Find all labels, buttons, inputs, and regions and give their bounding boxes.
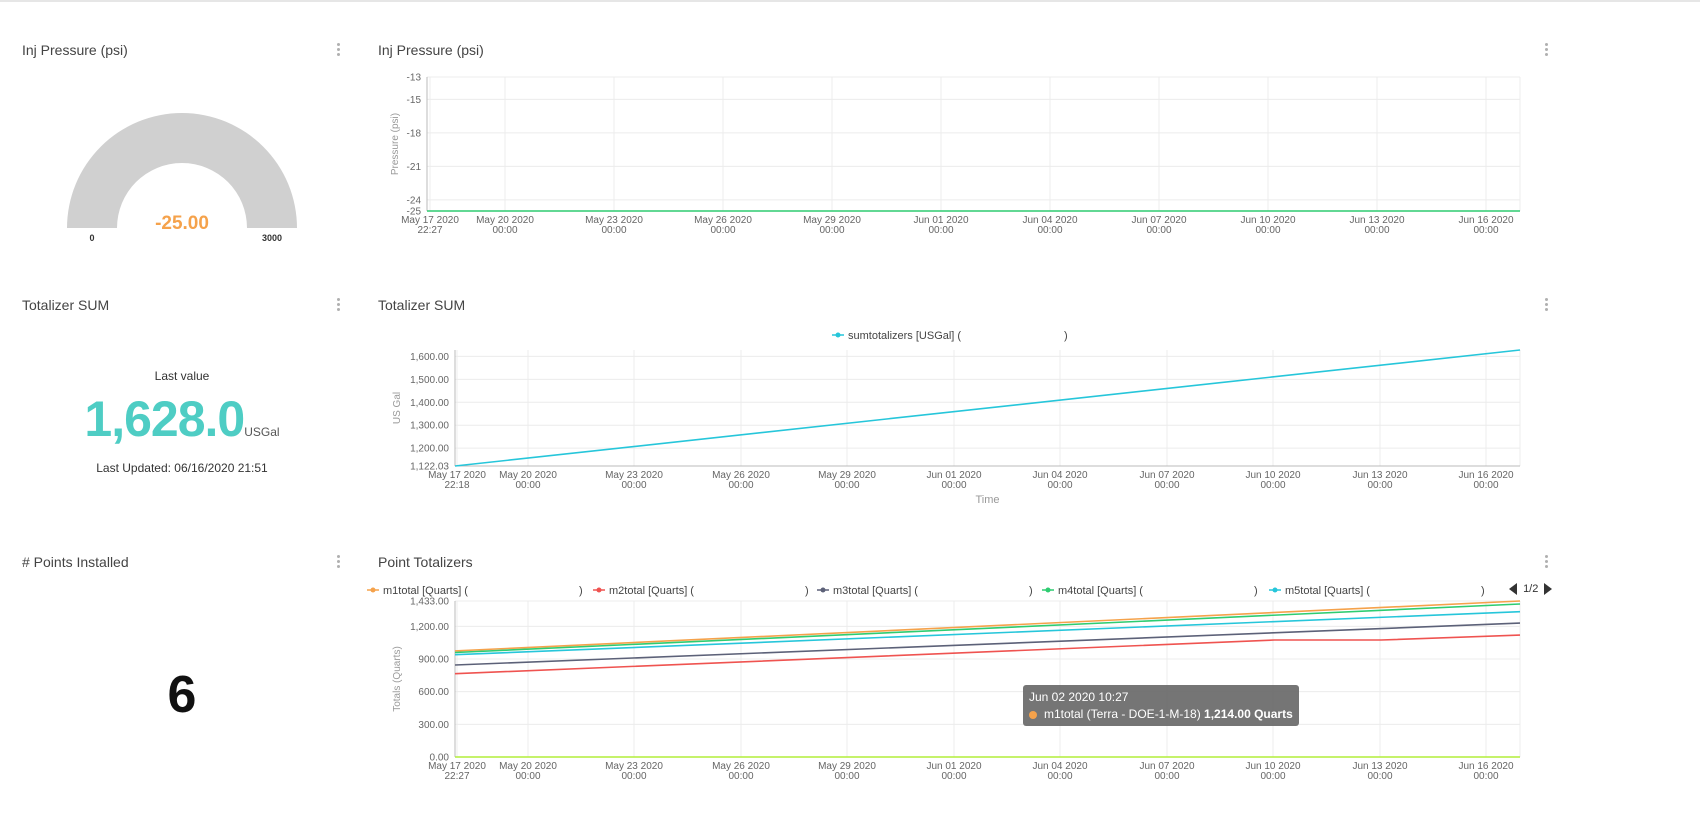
widget-title: Point Totalizers xyxy=(378,554,473,570)
legend-prev-icon[interactable] xyxy=(1509,583,1517,596)
widget-menu-icon[interactable] xyxy=(337,298,341,313)
widget-menu-icon[interactable] xyxy=(1545,555,1549,570)
widget-menu-icon[interactable] xyxy=(1545,43,1549,58)
tooltip-title: Jun 02 2020 10:27 xyxy=(1029,690,1129,704)
widget-menu-icon[interactable] xyxy=(1545,298,1549,313)
totalizer-value-widget: Totalizer SUM Last value 1,628.0USGal La… xyxy=(0,295,360,495)
widget-title: Totalizer SUM xyxy=(22,297,110,313)
chart-tooltip: Jun 02 2020 10:27 m1total (Terra - DOE-1… xyxy=(1023,685,1299,726)
top-divider xyxy=(0,0,1700,2)
point-totalizers-widget: Point Totalizers xyxy=(360,550,1560,790)
gauge-track xyxy=(67,113,297,228)
widget-menu-icon[interactable] xyxy=(337,43,341,58)
tooltip-series: m1total (Terra - DOE-1-M-18) xyxy=(1044,707,1201,721)
last-value-unit: USGal xyxy=(244,425,280,439)
last-value-caption: Last value xyxy=(154,369,210,383)
gauge-widget: Inj Pressure (psi) 0 3000 -25.00 xyxy=(0,30,360,250)
gauge-min-label: 0 xyxy=(89,233,94,243)
widget-title: Inj Pressure (psi) xyxy=(22,42,128,58)
tooltip-series-dot xyxy=(1029,710,1037,719)
tooltip-row: m1total (Terra - DOE-1-M-18) 1,214.00 Qu… xyxy=(1029,707,1293,721)
gauge-value: -25.00 xyxy=(155,213,209,234)
widget-menu-icon[interactable] xyxy=(337,555,341,570)
gauge-max-label: 3000 xyxy=(262,233,282,243)
totalizer-chart-widget: Totalizer SUM xyxy=(360,295,1560,515)
tooltip-value: 1,214.00 Quarts xyxy=(1204,707,1293,721)
legend-page-label: 1/2 xyxy=(1523,583,1539,596)
points-value: 6 xyxy=(167,666,197,724)
widget-title: # Points Installed xyxy=(22,554,129,570)
gauge: 0 3000 -25.00 xyxy=(67,113,297,243)
points-widget: # Points Installed 6 xyxy=(0,550,360,790)
legend-pager: 1/2 xyxy=(1509,583,1553,596)
last-value: 1,628.0 xyxy=(84,391,245,447)
last-updated: Last Updated: 06/16/2020 21:51 xyxy=(96,461,268,475)
widget-title: Inj Pressure (psi) xyxy=(378,42,484,58)
legend-next-icon[interactable] xyxy=(1544,583,1553,596)
last-value-row: 1,628.0USGal xyxy=(0,390,364,448)
pressure-chart-widget: Inj Pressure (psi) xyxy=(360,30,1560,250)
widget-title: Totalizer SUM xyxy=(378,297,466,313)
